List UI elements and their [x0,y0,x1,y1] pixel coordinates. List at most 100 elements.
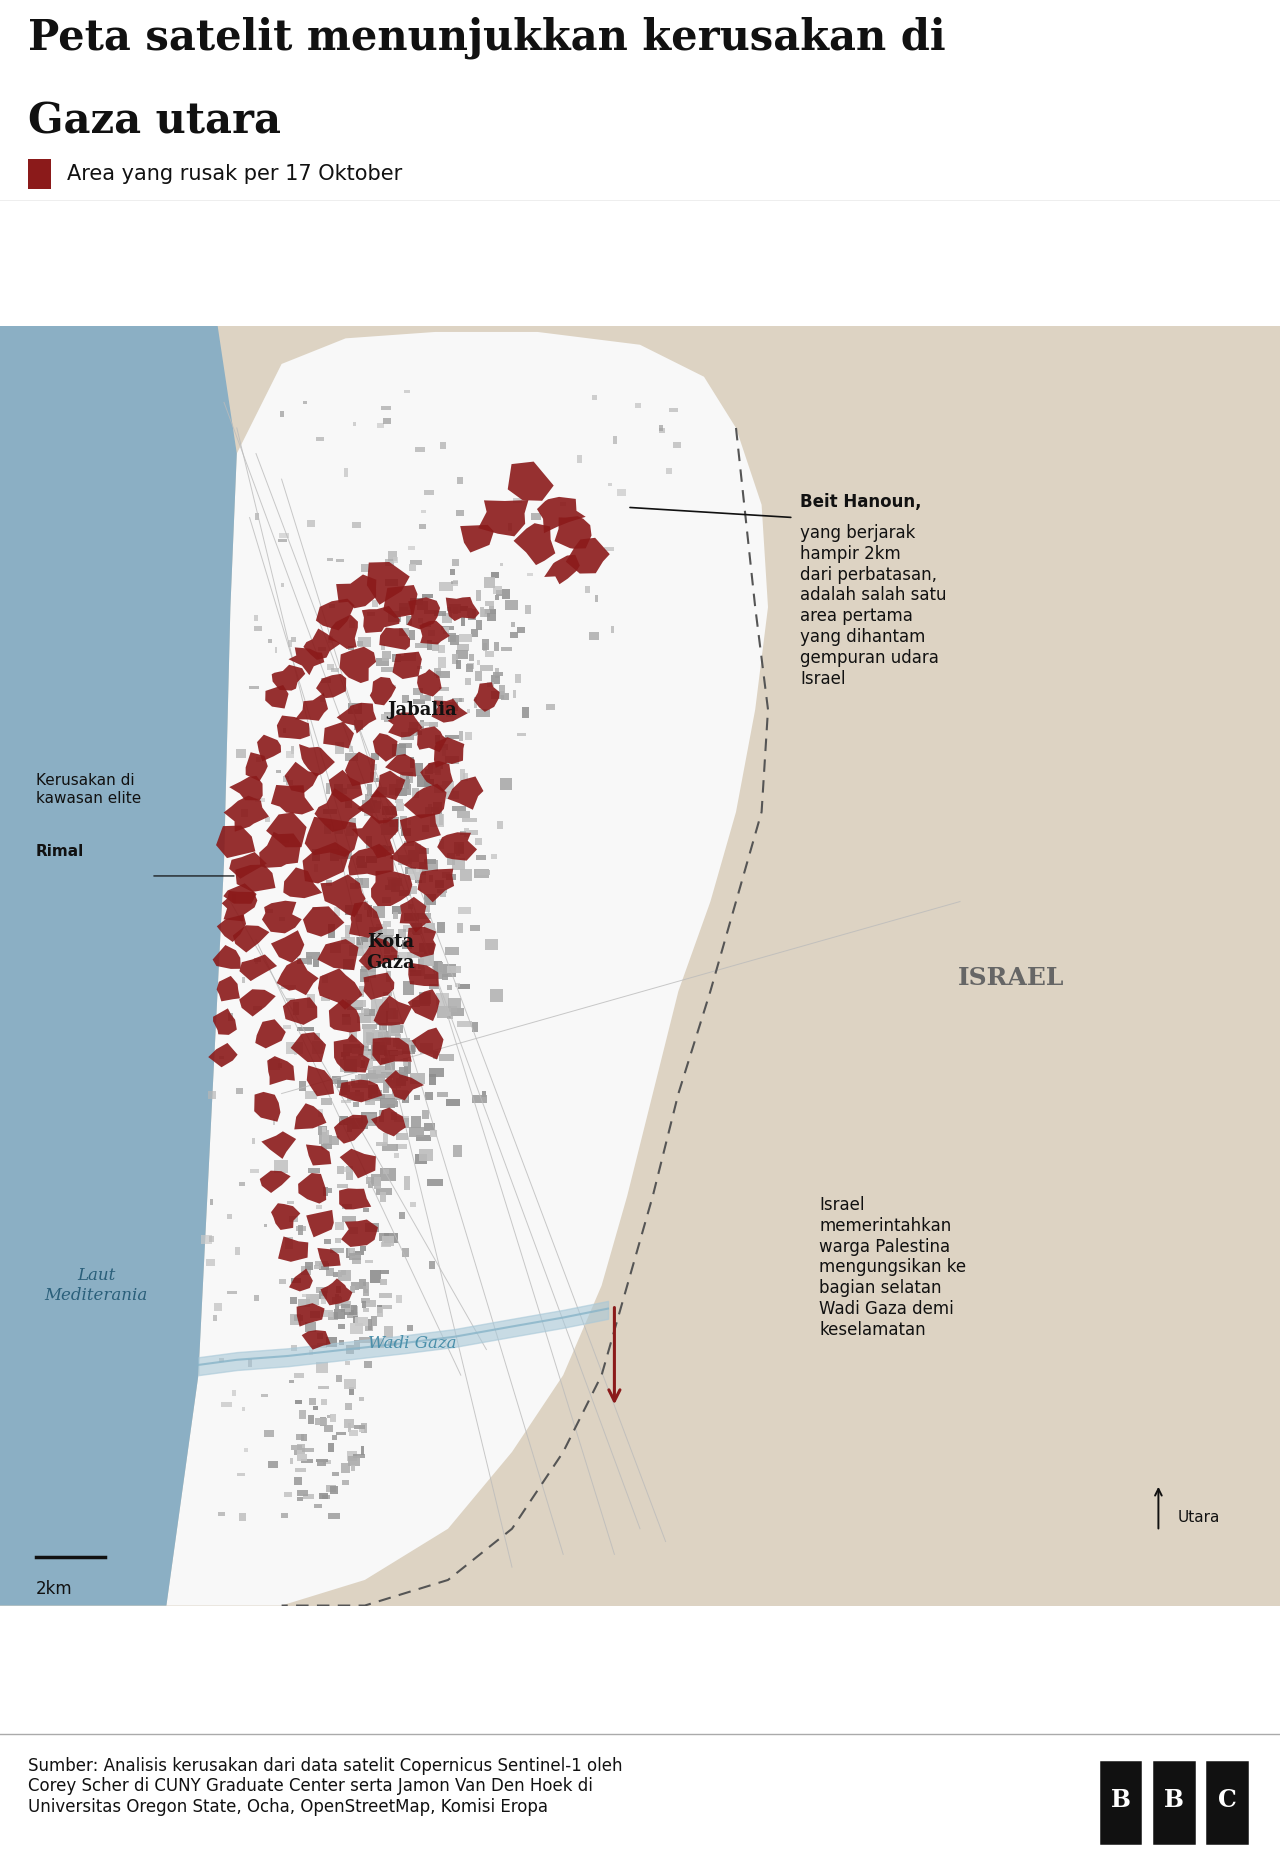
Bar [445,874,456,880]
Bar [429,1260,435,1269]
Polygon shape [362,606,399,634]
Bar [445,790,460,798]
Polygon shape [316,675,346,699]
Bar [461,617,465,626]
Bar [500,647,512,651]
Polygon shape [298,1172,326,1204]
Polygon shape [271,1204,301,1230]
Bar [358,1046,367,1057]
Bar [252,1137,255,1143]
Bar [462,818,476,822]
Bar [288,639,292,647]
Bar [357,1012,371,1023]
Bar [323,1135,339,1144]
Bar [214,1303,221,1310]
Bar [306,953,320,958]
Polygon shape [385,753,416,777]
Bar [360,1247,366,1251]
Bar [415,953,429,958]
Bar [456,511,463,516]
Bar [273,1118,275,1124]
Bar [403,1044,415,1049]
Polygon shape [434,736,465,768]
Bar [362,800,378,813]
Polygon shape [445,596,480,621]
Bar [321,1398,326,1405]
Bar [329,1514,339,1519]
Bar [483,643,488,651]
Bar [449,636,458,645]
Bar [255,513,259,520]
Bar [410,721,417,731]
Bar [372,600,378,608]
Bar [334,1294,339,1305]
Bar [456,844,460,856]
Bar [348,703,362,714]
Polygon shape [329,770,362,802]
Polygon shape [461,526,494,552]
Bar [242,977,244,982]
Bar [352,1083,367,1089]
Bar [238,1182,244,1186]
Bar [376,1187,392,1195]
Bar [370,803,376,813]
Bar [495,667,499,678]
Bar [399,602,412,611]
Bar [297,1497,303,1501]
Bar [323,975,328,982]
Bar [385,580,398,585]
Bar [595,595,598,602]
Bar [635,403,641,408]
Bar [468,610,476,619]
Bar [397,803,404,811]
Bar [261,1394,268,1398]
Bar [357,878,362,885]
Bar [294,1476,302,1484]
Bar [221,1402,232,1407]
Polygon shape [223,884,256,904]
Bar [470,654,474,662]
Bar [316,1363,328,1374]
Bar [434,785,443,794]
Bar [312,908,320,910]
Bar [388,880,397,885]
Bar [337,559,344,561]
Bar [353,1055,358,1066]
Bar [392,1113,397,1120]
Bar [408,904,413,910]
Bar [328,636,334,643]
Bar [442,973,448,980]
Bar [355,705,358,708]
Bar [381,824,397,835]
Bar [283,775,289,783]
Bar [381,643,385,651]
Bar [365,1223,379,1232]
Bar [489,606,494,610]
Bar [315,865,317,872]
Bar [353,1102,360,1107]
Polygon shape [357,790,397,824]
Bar [353,1424,365,1430]
Bar [490,988,503,1001]
Bar [358,1049,371,1055]
Bar [429,1074,436,1085]
Bar [356,1090,360,1096]
Polygon shape [305,816,358,857]
Bar [352,1048,369,1055]
Bar [301,1266,311,1275]
Bar [348,645,353,651]
Bar [334,829,343,833]
Bar [342,1215,356,1223]
Bar [445,701,458,712]
Bar [346,753,358,761]
Bar [392,744,406,755]
Bar [364,1282,369,1286]
Bar [349,1031,357,1042]
Bar [333,1076,340,1085]
Polygon shape [302,1331,330,1350]
Bar [228,1012,233,1021]
Bar [312,958,319,967]
Bar [370,1338,384,1348]
Bar [383,651,390,660]
Bar [321,678,330,682]
